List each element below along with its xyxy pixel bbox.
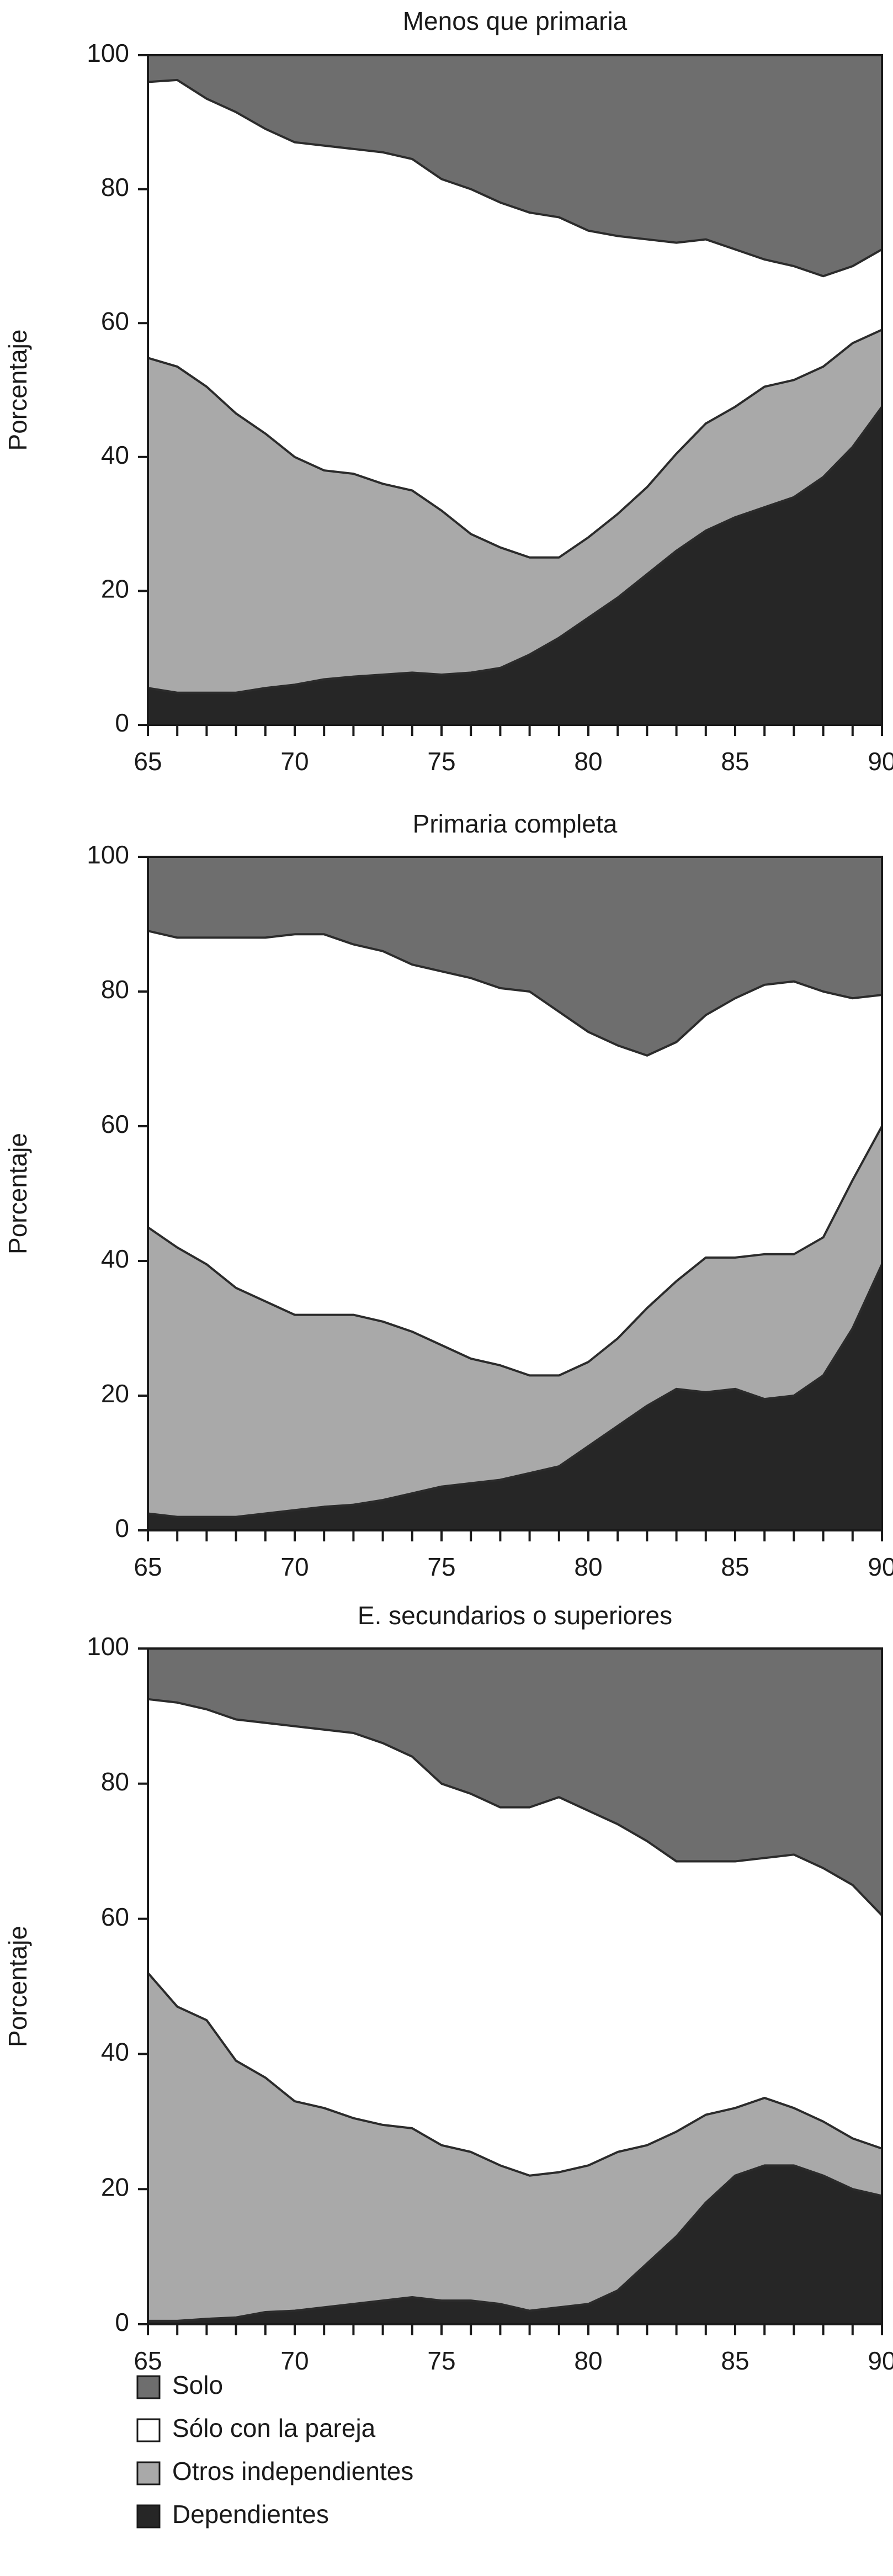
x-tick-label: 70	[280, 2346, 309, 2375]
x-tick-label: 85	[721, 1552, 749, 1581]
y-tick-label: 60	[101, 1110, 129, 1138]
legend-swatch-otros-independientes	[136, 2461, 161, 2485]
y-axis-title: Porcentaje	[3, 1133, 32, 1254]
y-tick-label: 80	[101, 173, 129, 202]
area-solo-con-la-pareja	[148, 931, 882, 1376]
series-line-solo-con-la-pareja	[147, 78, 883, 278]
y-tick-label: 20	[101, 2172, 129, 2201]
y-tick-label: 0	[115, 1514, 129, 1543]
y-tick-label: 100	[87, 840, 129, 869]
y-tick-label: 100	[87, 1632, 129, 1661]
x-tick-label: 70	[280, 1552, 309, 1581]
y-axis-title: Porcentaje	[3, 1926, 32, 2047]
legend-swatch-solo-con-la-pareja	[136, 2418, 161, 2442]
series-line-solo-con-la-pareja	[147, 1698, 883, 1916]
x-tick-label: 85	[721, 747, 749, 776]
legend-label-solo-con-la-pareja: Sólo con la pareja	[172, 2414, 376, 2442]
series-line-otros-independientes	[147, 1972, 883, 2177]
panel-title: E. secundarios o superiores	[358, 1601, 672, 1630]
series-line-otros-independientes	[147, 328, 883, 559]
x-tick-label: 80	[574, 1552, 602, 1581]
x-tick-label: 85	[721, 2346, 749, 2375]
area-otros-independientes	[148, 1973, 882, 2321]
y-tick-label: 0	[115, 708, 129, 737]
legend-label-solo: Solo	[172, 2371, 223, 2399]
y-tick-label: 40	[101, 1244, 129, 1273]
x-tick-label: 90	[868, 1552, 893, 1581]
area-solo-con-la-pareja	[148, 79, 882, 558]
area-solo-con-la-pareja	[148, 1699, 882, 2176]
x-tick-label: 80	[574, 747, 602, 776]
x-tick-label: 75	[427, 1552, 455, 1581]
series-line-dependientes	[147, 1264, 883, 1518]
area-dependientes	[148, 406, 882, 725]
y-tick-label: 60	[101, 1902, 129, 1931]
legend-label-otros-independientes: Otros independientes	[172, 2457, 413, 2485]
y-tick-label: 20	[101, 575, 129, 603]
legend: Solo Sólo con la pareja Otros independient…	[136, 2371, 413, 2529]
y-tick-label: 80	[101, 975, 129, 1004]
area-dependientes	[148, 1264, 882, 1530]
series-line-solo-con-la-pareja	[147, 930, 883, 1057]
panel-2: Primaria completa 0 20 40 60 80 100 65 70 75 80 85 9…	[3, 809, 893, 1581]
x-tick-label: 90	[868, 2346, 893, 2375]
area-dependientes	[148, 2165, 882, 2324]
legend-label-dependientes: Dependientes	[172, 2500, 329, 2529]
x-tick-label: 80	[574, 2346, 602, 2375]
area-solo	[148, 857, 882, 1056]
panel-1: Menos que primaria 0 20 40 60 80 100 65 70 75 80 85…	[3, 7, 893, 776]
plot-frame	[147, 1647, 883, 2325]
series-line-dependientes	[148, 2164, 883, 2322]
x-tick-label: 75	[427, 2346, 455, 2375]
series-line-dependientes	[147, 406, 883, 694]
plot-frame	[147, 54, 883, 726]
x-tick-label: 65	[134, 2346, 162, 2375]
y-tick-label: 80	[101, 1767, 129, 1796]
x-tick-label: 70	[280, 747, 309, 776]
area-otros-independientes	[148, 330, 882, 693]
y-tick-label: 20	[101, 1379, 129, 1408]
panel-3: E. secundarios o superiores 0 20 40 60 80 100 6…	[3, 1601, 893, 2375]
y-tick-label: 60	[101, 306, 129, 335]
y-tick-label: 40	[101, 2038, 129, 2066]
x-tick-label: 65	[134, 747, 162, 776]
series-line-otros-independientes	[147, 1126, 883, 1377]
y-axis-title: Porcentaje	[3, 330, 32, 451]
plot-frame	[147, 856, 883, 1531]
panel-title: Menos que primaria	[403, 7, 628, 35]
panel-title: Primaria completa	[413, 809, 618, 838]
x-tick-label: 65	[134, 1552, 162, 1581]
area-otros-independientes	[148, 1126, 882, 1517]
x-tick-label: 90	[868, 747, 893, 776]
legend-swatch-solo	[136, 2375, 161, 2399]
y-tick-label: 40	[101, 441, 129, 469]
x-tick-label: 75	[427, 747, 455, 776]
y-tick-label: 0	[115, 2308, 129, 2336]
y-tick-label: 100	[87, 39, 129, 67]
area-solo	[148, 1649, 882, 1916]
legend-swatch-dependientes	[136, 2504, 161, 2529]
area-solo	[148, 55, 882, 277]
